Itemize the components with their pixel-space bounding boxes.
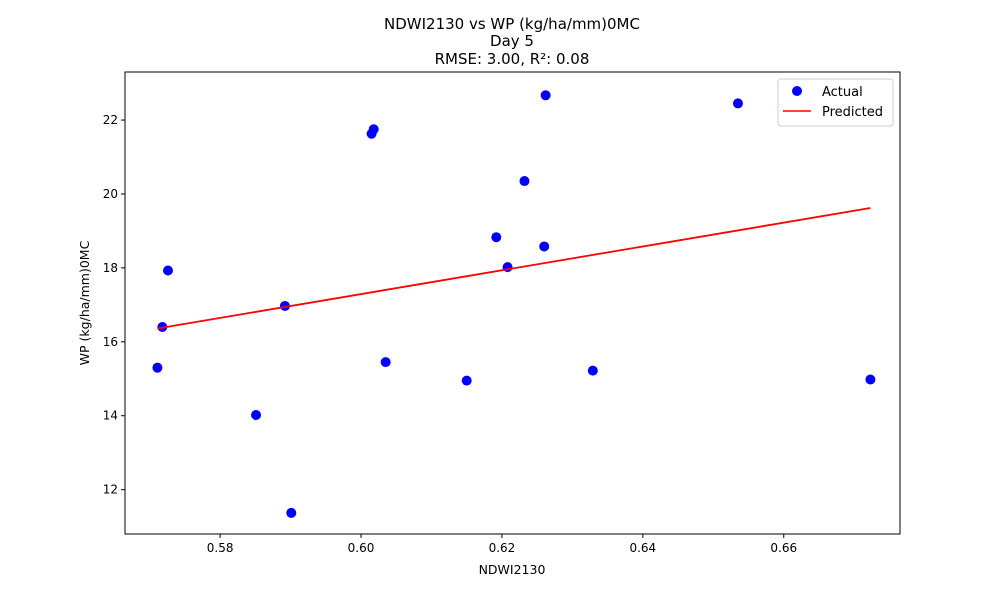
legend-predicted-label: Predicted <box>822 105 883 120</box>
legend-box <box>777 78 894 127</box>
x-tick-label: 0.64 <box>629 541 656 555</box>
y-tick-label: 20 <box>103 187 118 201</box>
legend: Actual Predicted <box>777 78 894 127</box>
actual-point <box>152 362 163 373</box>
actual-point <box>461 375 472 386</box>
chart-metrics: RMSE: 3.00, R²: 0.08 <box>435 50 590 68</box>
actual-point <box>519 176 530 187</box>
legend-actual-marker <box>792 86 802 96</box>
actual-point <box>732 98 743 109</box>
actual-point <box>368 124 379 135</box>
actual-point <box>587 365 598 376</box>
actual-point <box>279 300 290 311</box>
x-axis-label: NDWI2130 <box>479 562 546 577</box>
actual-point <box>286 507 297 518</box>
chart-subtitle: Day 5 <box>490 32 534 50</box>
predicted-line <box>157 207 871 330</box>
y-tick-label: 22 <box>103 113 118 127</box>
chart-title: NDWI2130 vs WP (kg/ha/mm)0MC <box>384 15 640 33</box>
x-tick-label: 0.58 <box>207 541 234 555</box>
actual-point <box>162 265 173 276</box>
plot-frame <box>124 71 901 535</box>
actual-point <box>539 241 550 252</box>
x-tick-label: 0.66 <box>770 541 797 555</box>
actual-point <box>251 409 262 420</box>
axis-ticks: 0.58 0.60 0.62 0.64 0.66 12 14 16 18 20 22 <box>103 113 797 555</box>
y-axis-label: WP (kg/ha/mm)0MC <box>77 240 92 365</box>
y-tick-label: 12 <box>103 483 118 497</box>
x-tick-label: 0.62 <box>489 541 516 555</box>
y-tick-label: 18 <box>103 261 118 275</box>
actual-point <box>865 374 876 385</box>
actual-point <box>491 232 502 243</box>
y-tick-label: 14 <box>103 409 118 423</box>
x-tick-label: 0.60 <box>348 541 375 555</box>
actual-point <box>540 90 551 101</box>
y-tick-label: 16 <box>103 335 118 349</box>
legend-actual-label: Actual <box>822 85 863 100</box>
actual-point <box>380 357 391 368</box>
plot-marks <box>152 90 876 518</box>
